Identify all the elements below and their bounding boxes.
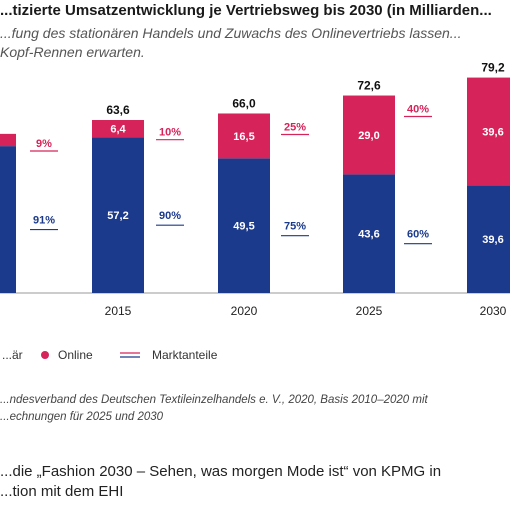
bar-chart: ...2......09%91%57,26,463,6201510%90%49,…	[0, 61, 510, 362]
bar-stationaer-2	[218, 158, 270, 293]
share-stationaer-1: 90%	[159, 210, 181, 222]
bar-label-online-3: 29,0	[358, 130, 379, 142]
bar-online-1	[92, 120, 144, 138]
share-stationaer-2: 75%	[284, 221, 306, 233]
share-stationaer-0: 91%	[33, 215, 55, 227]
subtitle-line-2: Kopf-Rennen erwarten.	[0, 44, 145, 60]
x-tick-1: 2015	[105, 304, 132, 318]
bar-label-online-2: 16,5	[233, 131, 254, 143]
x-tick-2: 2020	[231, 304, 258, 318]
footnote-line-1: ...die „Fashion 2030 – Sehen, was morgen…	[0, 463, 442, 480]
subtitle-line-1: ...fung des stationären Handels und Zuwa…	[0, 25, 462, 41]
legend-label-online: Online	[58, 348, 93, 362]
chart-subtitle: ...fung des stationären Handels und Zuwa…	[0, 24, 510, 62]
bar-stationaer-1	[92, 137, 144, 293]
share-online-0: 9%	[36, 138, 52, 150]
bar-total-1: 63,6	[106, 103, 130, 117]
bar-label-online-4: 39,6	[482, 126, 503, 138]
footnote-line-2: ...tion mit dem EHI	[0, 483, 124, 500]
legend-marker-online	[41, 351, 49, 359]
source-note: ...ndesverband des Deutschen Textileinze…	[0, 392, 510, 426]
bar-online-4	[467, 77, 510, 186]
bar-label-stationaer-3: 43,6	[358, 229, 379, 241]
bar-total-2: 66,0	[232, 96, 256, 110]
bar-label-stationaer-4: 39,6	[482, 234, 503, 246]
legend-label-marktanteile: Marktanteile	[152, 348, 218, 362]
bar-total-3: 72,6	[357, 79, 381, 93]
share-online-3: 40%	[407, 104, 429, 116]
legend-label-stationaer: ...är	[2, 348, 23, 362]
bar-total-4: 79,2	[481, 61, 505, 75]
bar-label-stationaer-1: 57,2	[107, 210, 128, 222]
bar-online-3	[343, 95, 395, 175]
share-online-2: 25%	[284, 121, 306, 133]
bar-stationaer-0	[0, 146, 16, 293]
share-stationaer-3: 60%	[407, 229, 429, 241]
bar-stationaer-4	[467, 185, 510, 293]
bar-label-online-1: 6,4	[110, 124, 126, 136]
source-line-1: ...ndesverband des Deutschen Textileinze…	[0, 394, 428, 406]
bar-online-2	[218, 113, 270, 159]
x-tick-3: 2025	[356, 304, 383, 318]
source-line-2: ...echnungen für 2025 und 2030	[0, 411, 164, 423]
x-tick-4: 2030	[480, 304, 507, 318]
share-online-1: 10%	[159, 127, 181, 139]
bar-label-stationaer-2: 49,5	[233, 221, 254, 233]
chart-title: ...tizierte Umsatzentwicklung je Vertrie…	[0, 2, 492, 19]
footnote: ...die „Fashion 2030 – Sehen, was morgen…	[0, 462, 510, 502]
bar-stationaer-3	[343, 174, 395, 293]
bar-online-0	[0, 133, 16, 147]
